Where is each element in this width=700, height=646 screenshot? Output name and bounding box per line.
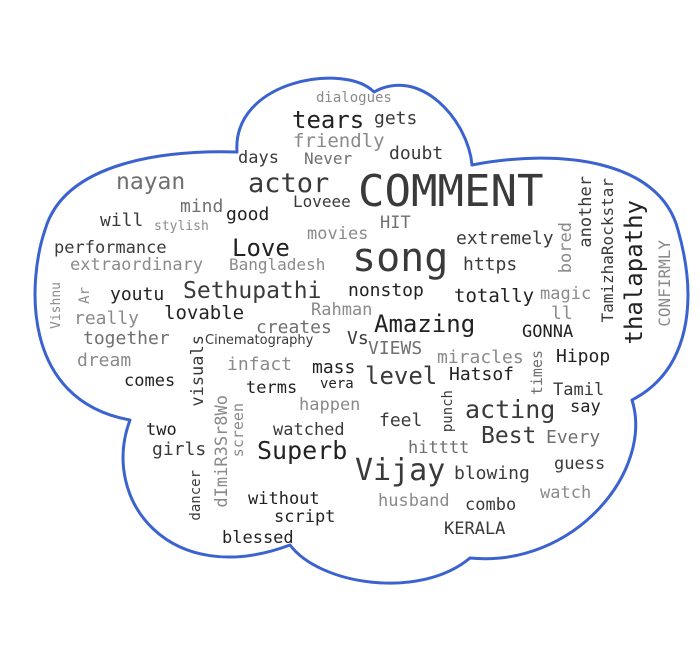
word-ar: Ar xyxy=(77,287,93,304)
word-views: VIEWS xyxy=(368,338,423,359)
word-hit: HIT xyxy=(380,213,411,233)
word-cinematography: Cinematography xyxy=(205,333,314,348)
word-sethupathi: Sethupathi xyxy=(183,278,322,304)
word-rahman: Rahman xyxy=(311,300,373,320)
word-level: level xyxy=(365,362,438,390)
word-dialogues: dialogues xyxy=(316,90,392,106)
word-days: days xyxy=(238,148,279,168)
word-actor: actor xyxy=(248,168,330,199)
word-superb: Superb xyxy=(257,436,348,465)
word-bored: bored xyxy=(556,222,576,274)
word-vishnu: Vishnu xyxy=(49,282,64,329)
word-screen: screen xyxy=(229,403,247,458)
word-song: song xyxy=(352,235,449,281)
word-ll: ll xyxy=(551,303,573,324)
word-thalapathy: thalapathy xyxy=(620,200,648,345)
word-kerala: KERALA xyxy=(444,519,506,539)
word-mind: mind xyxy=(180,196,224,217)
word-love: Love xyxy=(232,234,290,262)
word-creates: creates xyxy=(256,317,332,338)
word-two: two xyxy=(146,420,177,440)
word-blowing: blowing xyxy=(454,463,530,484)
word-without: without xyxy=(248,489,320,509)
word-extraordinary: extraordinary xyxy=(70,255,204,275)
word-guess: guess xyxy=(554,454,606,474)
word-comment: COMMENT xyxy=(358,166,544,217)
word-https: https xyxy=(463,254,518,275)
word-vera: vera xyxy=(320,376,354,392)
word-magic: magic xyxy=(540,284,592,304)
word-together: together xyxy=(83,328,170,349)
word-performance: performance xyxy=(54,238,167,258)
word-lovable: lovable xyxy=(164,302,245,324)
word-extremely: extremely xyxy=(456,228,554,249)
word-girls: girls xyxy=(152,439,207,460)
word-doubt: doubt xyxy=(389,143,444,164)
word-husband: husband xyxy=(378,491,450,511)
word-movies: movies xyxy=(307,224,369,244)
word-happen: happen xyxy=(299,395,361,415)
word-vs: Vs xyxy=(347,328,369,349)
word-amazing: Amazing xyxy=(374,310,476,338)
word-every: Every xyxy=(546,427,601,448)
word-really: really xyxy=(74,308,140,329)
word-gets: gets xyxy=(374,108,418,129)
word-hipop: Hipop xyxy=(556,346,611,367)
word-best: Best xyxy=(481,423,537,449)
word-blessed: blessed xyxy=(222,528,294,548)
word-mass: mass xyxy=(312,357,356,378)
word-tamil: Tamil xyxy=(553,380,605,400)
word-tamizharockstar: TamizhaRockstar xyxy=(598,178,617,323)
word-combo: combo xyxy=(465,495,517,515)
word-watched: watched xyxy=(273,420,345,440)
word-tears: tears xyxy=(292,106,365,134)
word-confirmly: CONFIRMLY xyxy=(655,240,674,327)
word-terms: terms xyxy=(246,378,298,398)
word-say: say xyxy=(570,397,601,417)
word-stylish: stylish xyxy=(154,219,209,234)
word-miracles: miracles xyxy=(437,347,524,368)
word-feel: feel xyxy=(379,410,423,431)
word-totally: totally xyxy=(454,285,535,307)
word-another: another xyxy=(576,176,596,248)
word-friendly: friendly xyxy=(293,130,385,152)
word-gonna: GONNA xyxy=(522,322,574,342)
word-times: times xyxy=(528,350,546,396)
word-youtu: youtu xyxy=(110,284,165,305)
word-nayan: nayan xyxy=(116,169,186,195)
word-loveee: Loveee xyxy=(293,192,351,211)
word-dancer: dancer xyxy=(188,470,204,521)
word-punch: punch xyxy=(440,390,456,433)
cloud-outline-path xyxy=(33,76,690,585)
word-watch: watch xyxy=(540,483,592,503)
word-script: script xyxy=(274,507,336,527)
word-vijay: Vijay xyxy=(355,453,446,488)
word-never: Never xyxy=(304,149,353,168)
word-comes: comes xyxy=(124,371,176,391)
word-hitttt: hitttt xyxy=(408,438,470,458)
word-visuals: visuals xyxy=(188,335,208,407)
word-infact: infact xyxy=(227,354,293,375)
word-will: will xyxy=(100,210,144,231)
word-nonstop: nonstop xyxy=(348,280,424,301)
word-dream: dream xyxy=(77,350,132,371)
word-good: good xyxy=(226,204,270,225)
word-acting: acting xyxy=(465,395,556,424)
word-bangladesh: Bangladesh xyxy=(229,255,326,274)
word-hatsof: Hatsof xyxy=(449,364,515,385)
